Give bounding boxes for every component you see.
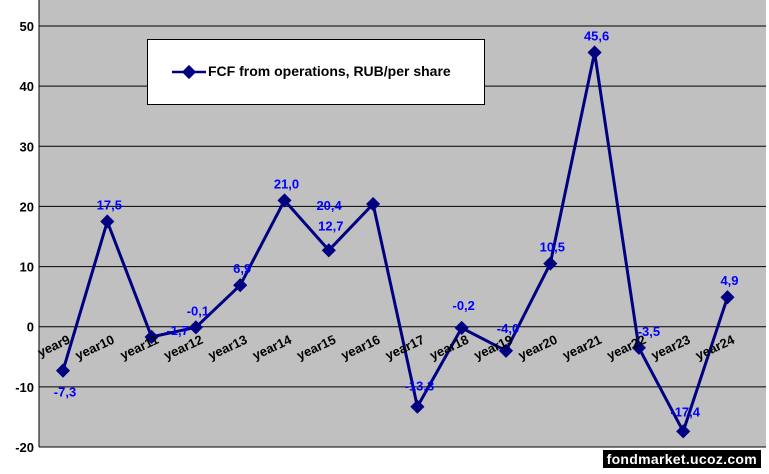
- data-point-marker: [587, 45, 602, 60]
- data-point-marker: [631, 340, 646, 355]
- data-point-marker: [233, 278, 248, 293]
- data-point-marker: [410, 399, 425, 414]
- y-tick-label: 0: [27, 320, 34, 335]
- data-label: 21,0: [274, 176, 299, 191]
- series-markers: [55, 45, 735, 439]
- data-label: 20,4: [316, 198, 342, 213]
- y-tick-label: 40: [20, 79, 34, 94]
- data-label: -0,1: [187, 303, 209, 318]
- data-label: -13,3: [405, 379, 435, 394]
- data-label: -7,3: [54, 385, 76, 400]
- y-axis-ticks: -20 -10 0 10 20 30 40 50: [15, 19, 34, 455]
- data-label: 17,5: [97, 197, 122, 212]
- data-label: -3,5: [638, 324, 660, 339]
- data-label: 10,5: [540, 240, 565, 255]
- data-point-marker: [498, 343, 514, 358]
- data-label: 6,9: [233, 261, 251, 276]
- y-tick-label: -20: [15, 440, 34, 455]
- data-point-marker: [188, 320, 203, 335]
- data-point-marker: [454, 320, 469, 335]
- data-point-marker: [676, 424, 691, 439]
- series-line: [61, 51, 729, 433]
- data-point-marker: [720, 290, 735, 305]
- data-point-marker: [55, 363, 71, 378]
- data-point-marker: [321, 243, 336, 258]
- data-label: 45,6: [584, 28, 609, 43]
- data-point-marker: [366, 196, 381, 212]
- data-label: 4,9: [720, 273, 738, 288]
- y-tick-label: 20: [20, 199, 34, 214]
- y-tick-label: 30: [20, 139, 34, 154]
- watermark: fondmarket.ucoz.com: [602, 450, 761, 468]
- grid-lines: [38, 0, 766, 448]
- y-tick-label: 10: [20, 260, 34, 275]
- legend-swatch: [172, 64, 206, 80]
- legend: FCF from operations, RUB/per share: [147, 39, 485, 105]
- data-label: -0,2: [452, 298, 474, 313]
- data-point-marker: [543, 256, 558, 271]
- data-label: 12,7: [318, 218, 343, 233]
- data-label: -1,7: [166, 323, 188, 338]
- y-tick-label: -10: [15, 380, 34, 395]
- data-point-marker: [144, 329, 159, 345]
- data-label: -4,0: [497, 321, 519, 336]
- data-point-marker: [277, 193, 292, 208]
- data-label: -17,4: [670, 404, 700, 419]
- series-line-group: [61, 51, 729, 433]
- legend-label: FCF from operations, RUB/per share: [208, 63, 451, 79]
- y-tick-label: 50: [20, 19, 34, 34]
- data-labels: -7,3 17,5 -1,7 -0,1 6,9 21,0 12,7 20,4 -13,3 -0,2…: [54, 28, 739, 419]
